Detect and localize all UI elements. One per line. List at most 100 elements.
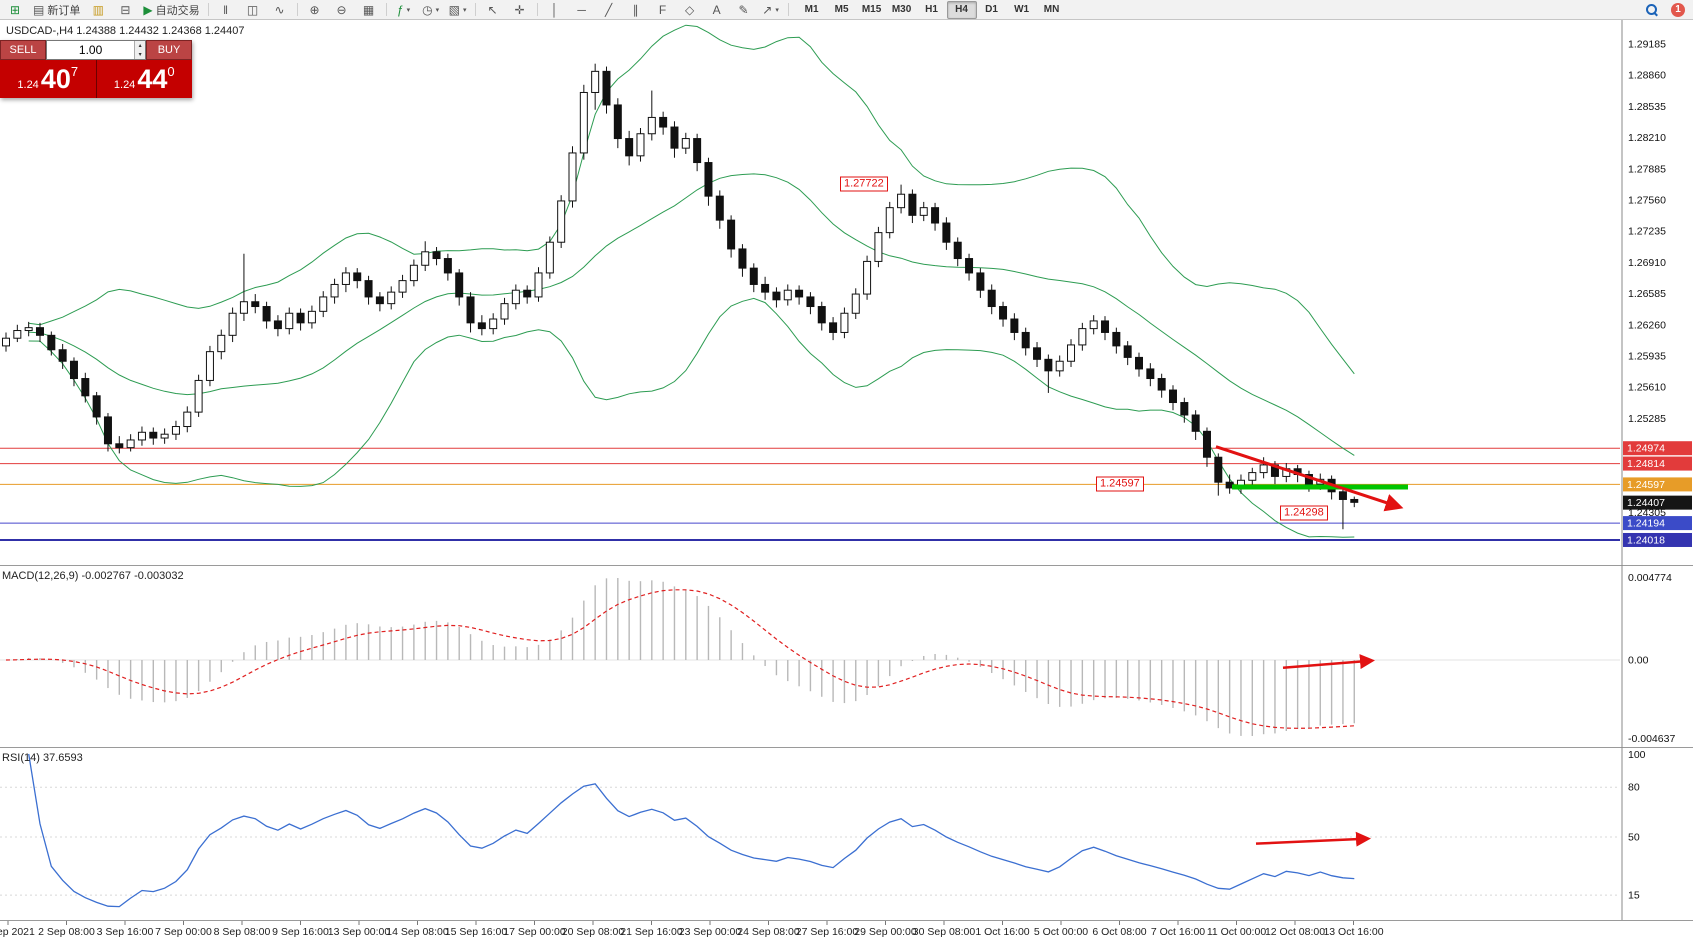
profiles-icon: ▥ xyxy=(92,2,105,17)
chevron-down-icon: ▾ xyxy=(462,6,467,14)
svg-text:15: 15 xyxy=(1628,890,1640,902)
text-button[interactable]: A xyxy=(704,1,730,19)
search-icon xyxy=(1645,3,1659,17)
indicators-button[interactable]: ƒ ▾ xyxy=(391,1,417,19)
svg-text:1.26910: 1.26910 xyxy=(1628,257,1666,269)
timeframe-h4[interactable]: H4 xyxy=(946,0,977,19)
svg-text:13 Sep 00:00: 13 Sep 00:00 xyxy=(328,926,391,938)
zoom-out-button[interactable]: ⊖ xyxy=(329,1,355,19)
shapes-button[interactable]: ◇ xyxy=(677,1,703,19)
zoom-in-button[interactable]: ⊕ xyxy=(302,1,328,19)
volume-input[interactable] xyxy=(47,41,135,59)
new-chart-icon: ⊞ xyxy=(9,2,21,17)
notifications-badge[interactable]: 1 xyxy=(1671,2,1685,17)
svg-text:1.24814: 1.24814 xyxy=(1627,458,1665,470)
chevron-down-icon: ▾ xyxy=(435,6,440,14)
search-button[interactable] xyxy=(1639,1,1665,19)
timeframe-m5[interactable]: M5 xyxy=(834,4,849,15)
new-order-label: 新订单 xyxy=(47,4,81,17)
timeframe-w1[interactable]: W1 xyxy=(1014,4,1030,15)
line-chart-icon: ∿ xyxy=(274,2,285,17)
toolbar-separator xyxy=(474,3,476,16)
svg-text:6 Oct 08:00: 6 Oct 08:00 xyxy=(1092,926,1146,938)
sell-price-display[interactable]: 1.24 40 7 xyxy=(0,60,96,98)
svg-text:1.24194: 1.24194 xyxy=(1627,518,1665,530)
price-annotation[interactable]: 1.27722 xyxy=(840,176,888,192)
toolbar-separator xyxy=(207,3,209,16)
auto-trading-label: 自动交易 xyxy=(155,4,200,17)
svg-text:13 Oct 16:00: 13 Oct 16:00 xyxy=(1323,926,1383,938)
price-annotation[interactable]: 1.24597 xyxy=(1096,476,1144,492)
fibonacci-icon: F xyxy=(658,2,667,17)
timeframe-m15[interactable]: M15 xyxy=(861,4,882,15)
toolbar-right: 1 xyxy=(1639,1,1691,19)
svg-text:1.25935: 1.25935 xyxy=(1628,350,1666,362)
svg-text:17 Sep 00:00: 17 Sep 00:00 xyxy=(503,926,566,938)
svg-text:21 Sep 16:00: 21 Sep 16:00 xyxy=(620,926,683,938)
crosshair-button[interactable]: ✛ xyxy=(507,1,533,19)
printer-icon: ⊟ xyxy=(120,2,131,17)
chart-symbol-title: USDCAD-,H4 1.24388 1.24432 1.24368 1.244… xyxy=(6,25,245,37)
price-annotation[interactable]: 1.24298 xyxy=(1280,505,1328,521)
svg-text:1.24597: 1.24597 xyxy=(1627,479,1665,491)
bar-chart-button[interactable]: ‖ xyxy=(213,1,239,19)
svg-text:1.24407: 1.24407 xyxy=(1627,497,1665,509)
tile-windows-button[interactable]: ▦ xyxy=(356,1,382,19)
candlestick-chart-button[interactable]: ◫ xyxy=(240,1,266,19)
periods-button[interactable]: ◷ ▾ xyxy=(418,1,444,19)
svg-text:29 Sep 00:00: 29 Sep 00:00 xyxy=(854,926,917,938)
svg-text:1 Oct 16:00: 1 Oct 16:00 xyxy=(975,926,1029,938)
svg-text:7 Oct 16:00: 7 Oct 16:00 xyxy=(1151,926,1205,938)
zoom-in-icon: ⊕ xyxy=(309,2,320,17)
buy-price-display[interactable]: 1.24 44 0 xyxy=(96,60,192,98)
profiles-button[interactable]: ▥ xyxy=(85,1,111,19)
bar-chart-icon: ‖ xyxy=(223,2,229,17)
new-order-button[interactable]: ▤ 新订单 xyxy=(29,1,84,19)
macd-label: MACD(12,26,9) -0.002767 -0.003032 xyxy=(2,570,184,582)
horizontal-line-button[interactable]: ─ xyxy=(569,1,595,19)
tile-windows-icon: ▦ xyxy=(362,2,375,17)
channel-button[interactable]: ∥ xyxy=(623,1,649,19)
toolbar-separator xyxy=(385,3,387,16)
volume-decrease-button[interactable]: ▾ xyxy=(135,50,145,59)
templates-button[interactable]: ▧ ▾ xyxy=(445,1,471,19)
volume-field: ▴ ▾ xyxy=(46,40,146,60)
svg-text:1.27235: 1.27235 xyxy=(1628,226,1666,238)
sell-button[interactable]: SELL xyxy=(0,40,46,60)
svg-text:1.25610: 1.25610 xyxy=(1628,382,1666,394)
svg-text:24 Sep 08:00: 24 Sep 08:00 xyxy=(737,926,800,938)
new-chart-button[interactable]: ⊞ xyxy=(2,1,28,19)
timeframe-d1[interactable]: D1 xyxy=(985,4,998,15)
svg-text:1.28860: 1.28860 xyxy=(1628,70,1666,82)
rsi-label: RSI(14) 37.6593 xyxy=(2,752,83,764)
auto-trading-button[interactable]: ▶ 自动交易 xyxy=(139,1,203,19)
line-chart-button[interactable]: ∿ xyxy=(267,1,293,19)
trendline-button[interactable]: ╱ xyxy=(596,1,622,19)
template-icon: ▧ xyxy=(448,2,460,17)
arrows-button[interactable]: ↗ ▾ xyxy=(758,1,784,19)
vertical-line-button[interactable]: │ xyxy=(542,1,568,19)
svg-text:8 Sep 08:00: 8 Sep 08:00 xyxy=(214,926,271,938)
timeframe-m1[interactable]: M1 xyxy=(804,4,819,15)
print-button[interactable]: ⊟ xyxy=(112,1,138,19)
buy-button[interactable]: BUY xyxy=(146,40,192,60)
trade-header-row: SELL ▴ ▾ BUY xyxy=(0,40,192,60)
timeframe-mn[interactable]: MN xyxy=(1043,4,1060,15)
svg-text:30 Sep 08:00: 30 Sep 08:00 xyxy=(913,926,976,938)
label-button[interactable]: ✎ xyxy=(731,1,757,19)
volume-spinner: ▴ ▾ xyxy=(134,41,145,59)
timeframe-h1[interactable]: H1 xyxy=(925,4,938,15)
buy-price-prefix: 1.24 xyxy=(113,79,136,91)
horizontal-line-icon: ─ xyxy=(577,2,586,17)
timeframe-m30[interactable]: M30 xyxy=(891,4,912,15)
fibonacci-button[interactable]: F xyxy=(650,1,676,19)
sell-price-big: 40 xyxy=(40,64,71,94)
volume-increase-button[interactable]: ▴ xyxy=(135,41,145,50)
svg-text:5 Oct 00:00: 5 Oct 00:00 xyxy=(1034,926,1088,938)
svg-text:15 Sep 16:00: 15 Sep 16:00 xyxy=(445,926,508,938)
toolbar-separator xyxy=(296,3,298,16)
text-icon: A xyxy=(712,2,721,17)
cursor-button[interactable]: ↖ xyxy=(480,1,506,19)
